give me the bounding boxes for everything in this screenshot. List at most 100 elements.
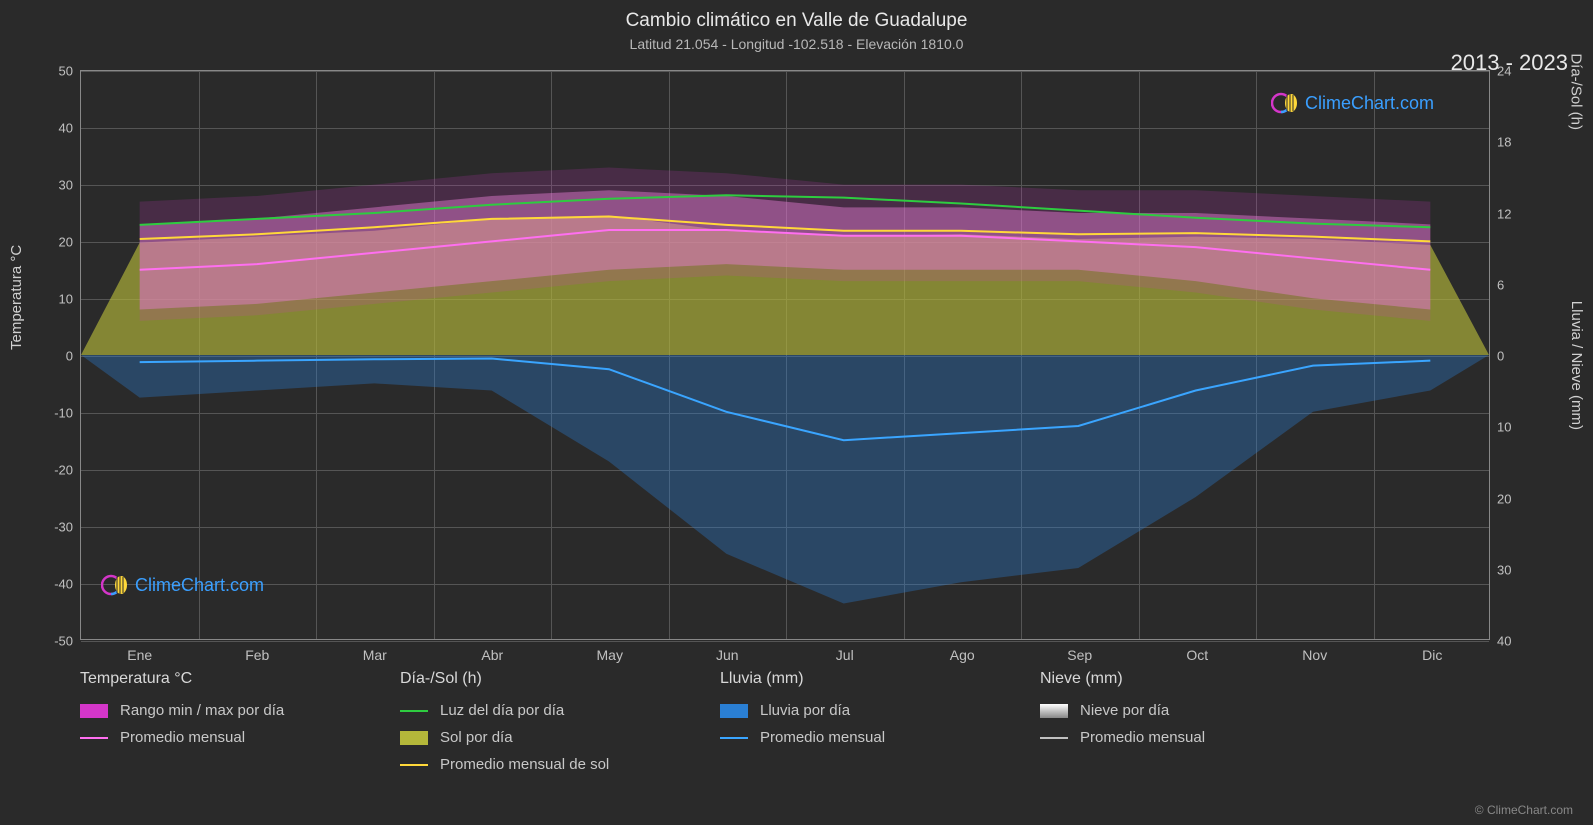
temp-avg-line <box>140 230 1431 270</box>
gridline-v <box>1021 71 1022 639</box>
temp-range-outer <box>140 168 1431 321</box>
legend-snow-daily: Nieve por día <box>1040 702 1320 719</box>
gridline-v <box>1374 71 1375 639</box>
legend-col-snow: Nieve (mm) Nieve por día Promedio mensua… <box>1040 670 1320 773</box>
gridline-h <box>81 185 1489 186</box>
daylight-line <box>140 195 1431 227</box>
legend-daysol-header: Día-/Sol (h) <box>400 670 680 688</box>
brand-logo: ClimeChart.com <box>1271 89 1434 117</box>
brand-text: ClimeChart.com <box>1305 93 1434 114</box>
legend-rain-daily: Lluvia por día <box>720 702 1000 719</box>
swatch-snow-avg <box>1040 737 1068 739</box>
x-tick: May <box>597 639 623 663</box>
legend: Temperatura °C Rango min / max por día P… <box>80 670 1490 773</box>
legend-daylight-label: Luz del día por día <box>440 702 564 719</box>
x-tick: Ene <box>127 639 152 663</box>
y-tick-left: 0 <box>66 349 81 364</box>
y-tick-left: -50 <box>54 634 81 649</box>
gridline-v <box>669 71 670 639</box>
gridline-h <box>81 356 1489 357</box>
rain-avg-line <box>140 359 1431 441</box>
climate-chart: Cambio climático en Valle de Guadalupe L… <box>0 0 1593 825</box>
swatch-rain <box>720 704 748 718</box>
y-tick-left: 10 <box>59 292 81 307</box>
gridline-v <box>551 71 552 639</box>
swatch-sun-avg <box>400 764 428 766</box>
y-tick-right: 0 <box>1489 349 1504 364</box>
legend-col-rain: Lluvia (mm) Lluvia por día Promedio mens… <box>720 670 1000 773</box>
y-tick-right: 10 <box>1489 420 1511 435</box>
y-tick-right: 24 <box>1489 64 1511 79</box>
y-tick-right: 18 <box>1489 135 1511 150</box>
copyright: © ClimeChart.com <box>1475 803 1573 817</box>
y-tick-left: 40 <box>59 121 81 136</box>
y-axis-left-label: Temperatura °C <box>8 245 25 350</box>
gridline-v <box>434 71 435 639</box>
plot-svg <box>81 71 1489 639</box>
legend-col-temp: Temperatura °C Rango min / max por día P… <box>80 670 360 773</box>
gridline-v <box>904 71 905 639</box>
legend-snow-avg-label: Promedio mensual <box>1080 729 1205 746</box>
legend-rain-header: Lluvia (mm) <box>720 670 1000 688</box>
rain-daily-area <box>81 355 1489 604</box>
y-axis-right-top-label: Día-/Sol (h) <box>1568 53 1585 130</box>
plot-area: -50-40-30-20-100102030405006121824102030… <box>80 70 1490 640</box>
chart-subtitle: Latitud 21.054 - Longitud -102.518 - Ele… <box>0 32 1593 52</box>
x-tick: Abr <box>481 639 503 663</box>
brand-text: ClimeChart.com <box>135 575 264 596</box>
swatch-daylight <box>400 710 428 712</box>
climechart-icon <box>1271 89 1299 117</box>
y-axis-right-bottom-label: Lluvia / Nieve (mm) <box>1568 301 1585 430</box>
legend-temp-header: Temperatura °C <box>80 670 360 688</box>
gridline-h <box>81 641 1489 642</box>
x-tick: Mar <box>363 639 387 663</box>
x-tick: Feb <box>245 639 269 663</box>
legend-snow-daily-label: Nieve por día <box>1080 702 1169 719</box>
y-tick-left: -30 <box>54 520 81 535</box>
swatch-temp-range <box>80 704 108 718</box>
climechart-icon <box>101 571 129 599</box>
legend-temp-avg-label: Promedio mensual <box>120 729 245 746</box>
x-tick: Ago <box>950 639 975 663</box>
legend-sun-avg: Promedio mensual de sol <box>400 756 680 773</box>
gridline-h <box>81 299 1489 300</box>
swatch-temp-avg <box>80 737 108 739</box>
swatch-rain-avg <box>720 737 748 739</box>
legend-snow-avg: Promedio mensual <box>1040 729 1320 746</box>
gridline-h <box>81 71 1489 72</box>
legend-snow-header: Nieve (mm) <box>1040 670 1320 688</box>
swatch-sun <box>400 731 428 745</box>
chart-title: Cambio climático en Valle de Guadalupe <box>0 0 1593 32</box>
y-tick-right: 6 <box>1489 277 1504 292</box>
gridline-h <box>81 242 1489 243</box>
swatch-snow <box>1040 704 1068 718</box>
sun-avg-line <box>140 217 1431 242</box>
gridline-v <box>199 71 200 639</box>
gridline-v <box>1139 71 1140 639</box>
y-tick-right: 40 <box>1489 634 1511 649</box>
legend-daylight: Luz del día por día <box>400 702 680 719</box>
y-tick-left: -20 <box>54 463 81 478</box>
y-tick-right: 12 <box>1489 206 1511 221</box>
legend-sun-label: Sol por día <box>440 729 513 746</box>
legend-col-daysol: Día-/Sol (h) Luz del día por día Sol por… <box>400 670 680 773</box>
y-tick-right: 20 <box>1489 491 1511 506</box>
gridline-v <box>786 71 787 639</box>
y-tick-left: -10 <box>54 406 81 421</box>
y-tick-left: 30 <box>59 178 81 193</box>
x-tick: Oct <box>1186 639 1208 663</box>
legend-rain-daily-label: Lluvia por día <box>760 702 850 719</box>
legend-rain-avg: Promedio mensual <box>720 729 1000 746</box>
sun-fill-area <box>81 215 1489 355</box>
x-tick: Jun <box>716 639 739 663</box>
legend-temp-avg: Promedio mensual <box>80 729 360 746</box>
gridline-h <box>81 584 1489 585</box>
x-tick: Sep <box>1067 639 1092 663</box>
gridline-v <box>316 71 317 639</box>
legend-temp-range: Rango min / max por día <box>80 702 360 719</box>
y-tick-left: -40 <box>54 577 81 592</box>
legend-rain-avg-label: Promedio mensual <box>760 729 885 746</box>
legend-temp-range-label: Rango min / max por día <box>120 702 284 719</box>
legend-sun: Sol por día <box>400 729 680 746</box>
x-tick: Nov <box>1302 639 1327 663</box>
